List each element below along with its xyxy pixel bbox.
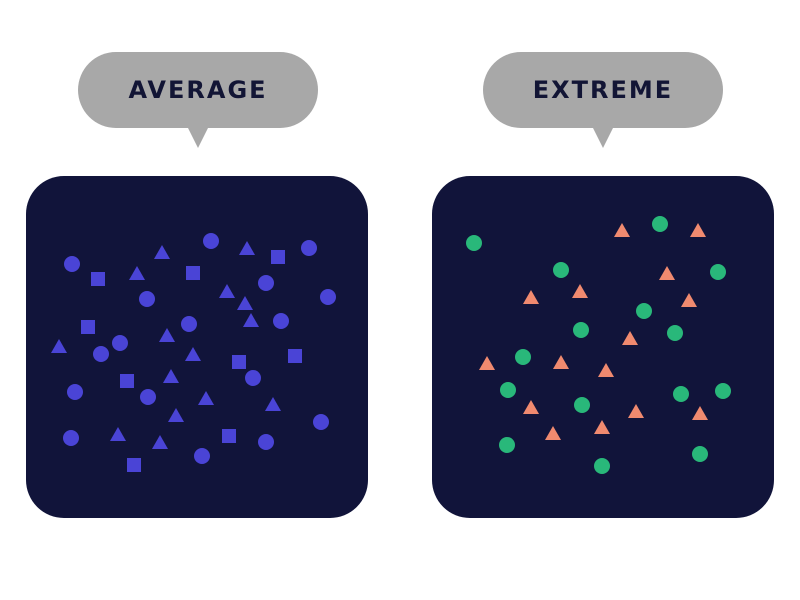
circle-marker — [140, 389, 156, 405]
triangle-marker — [622, 331, 638, 345]
circle-marker — [112, 335, 128, 351]
square-marker — [120, 374, 134, 388]
square-marker — [222, 429, 236, 443]
square-marker — [127, 458, 141, 472]
circle-marker — [320, 289, 336, 305]
triangle-marker — [239, 241, 255, 255]
circle-marker — [652, 216, 668, 232]
circle-marker — [636, 303, 652, 319]
triangle-marker — [159, 328, 175, 342]
circle-marker — [139, 291, 155, 307]
circle-marker — [673, 386, 689, 402]
triangle-marker — [219, 284, 235, 298]
circle-marker — [301, 240, 317, 256]
triangle-marker — [690, 223, 706, 237]
triangle-marker — [598, 363, 614, 377]
circle-marker — [67, 384, 83, 400]
triangle-marker — [572, 284, 588, 298]
triangle-marker — [479, 356, 495, 370]
triangle-marker — [265, 397, 281, 411]
triangle-marker — [237, 296, 253, 310]
square-marker — [186, 266, 200, 280]
triangle-marker — [692, 406, 708, 420]
circle-marker — [93, 346, 109, 362]
circle-marker — [64, 256, 80, 272]
triangle-marker — [594, 420, 610, 434]
circle-marker — [466, 235, 482, 251]
circle-marker — [203, 233, 219, 249]
extreme-panel — [432, 176, 774, 518]
circle-marker — [313, 414, 329, 430]
circle-marker — [63, 430, 79, 446]
average-label: AVERAGE — [128, 76, 268, 104]
circle-marker — [500, 382, 516, 398]
triangle-marker — [163, 369, 179, 383]
triangle-marker — [198, 391, 214, 405]
triangle-marker — [628, 404, 644, 418]
circle-marker — [181, 316, 197, 332]
triangle-marker — [152, 435, 168, 449]
circle-marker — [273, 313, 289, 329]
circle-marker — [258, 275, 274, 291]
average-speech-bubble: AVERAGE — [78, 52, 318, 148]
square-marker — [91, 272, 105, 286]
triangle-marker — [154, 245, 170, 259]
extreme-speech-bubble: EXTREME — [483, 52, 723, 148]
circle-marker — [245, 370, 261, 386]
circle-marker — [194, 448, 210, 464]
average-panel — [26, 176, 368, 518]
panel-background — [26, 176, 368, 518]
average-shapes — [26, 176, 368, 518]
circle-marker — [574, 397, 590, 413]
triangle-marker — [545, 426, 561, 440]
triangle-marker — [614, 223, 630, 237]
triangle-marker — [168, 408, 184, 422]
triangle-marker — [110, 427, 126, 441]
circle-marker — [692, 446, 708, 462]
circle-marker — [594, 458, 610, 474]
circle-marker — [499, 437, 515, 453]
square-marker — [271, 250, 285, 264]
circle-marker — [667, 325, 683, 341]
circle-marker — [515, 349, 531, 365]
triangle-marker — [243, 313, 259, 327]
circle-marker — [710, 264, 726, 280]
triangle-marker — [659, 266, 675, 280]
triangle-marker — [523, 400, 539, 414]
extreme-shapes — [432, 176, 774, 518]
triangle-marker — [51, 339, 67, 353]
triangle-marker — [129, 266, 145, 280]
square-marker — [232, 355, 246, 369]
circle-marker — [715, 383, 731, 399]
extreme-label: EXTREME — [532, 76, 674, 104]
square-marker — [288, 349, 302, 363]
triangle-marker — [553, 355, 569, 369]
triangle-marker — [523, 290, 539, 304]
circle-marker — [573, 322, 589, 338]
square-marker — [81, 320, 95, 334]
triangle-marker — [185, 347, 201, 361]
circle-marker — [553, 262, 569, 278]
triangle-marker — [681, 293, 697, 307]
circle-marker — [258, 434, 274, 450]
